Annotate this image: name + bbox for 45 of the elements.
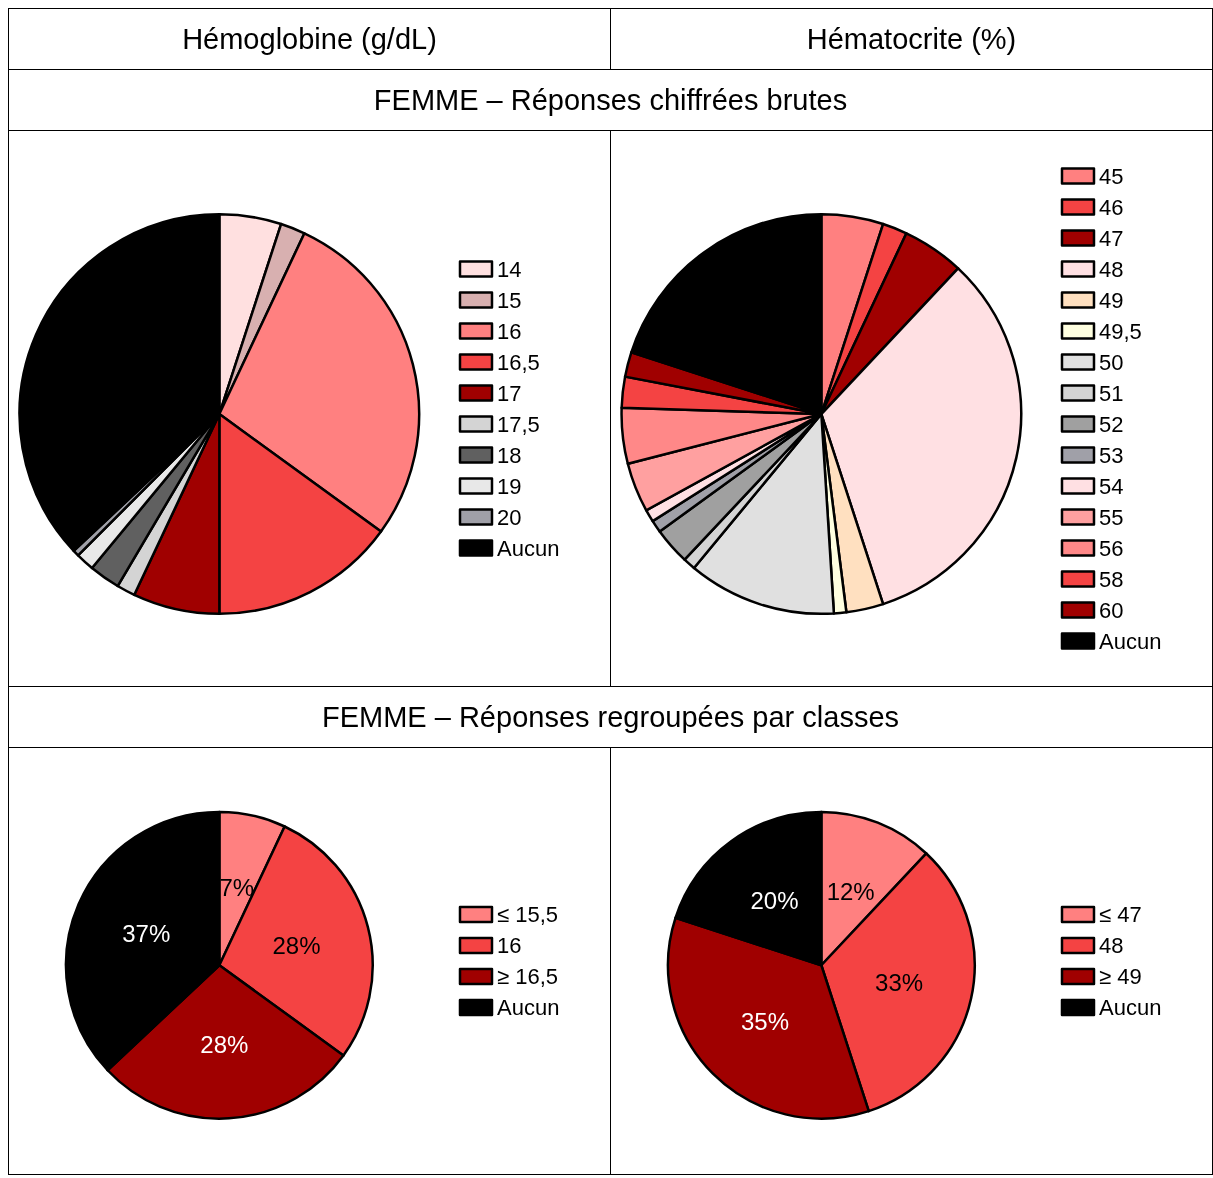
legend-label: 60 <box>1098 597 1124 623</box>
data-label: 28% <box>272 931 321 959</box>
legend-label: Aucun <box>1098 995 1162 1020</box>
data-label: 37% <box>122 920 171 948</box>
legend-label: 47 <box>1098 225 1124 251</box>
data-label: 20% <box>750 887 799 915</box>
data-label: 35% <box>740 1008 790 1036</box>
legend-label: 18 <box>496 442 522 468</box>
chart-title: Hémoglobine (g/dL) <box>8 8 611 70</box>
legend-label: 15 <box>496 287 522 313</box>
legend-label: 54 <box>1098 473 1124 499</box>
legend-label: 20 <box>496 504 522 530</box>
legend-label: 49 <box>1098 287 1124 313</box>
chart-subtitle: FEMME – Réponses chiffrées brutes <box>8 69 1213 131</box>
legend-label: 45 <box>1098 163 1124 189</box>
legend-label: ≤ 47 <box>1098 902 1142 927</box>
legend-label: 16,5 <box>496 349 540 375</box>
legend-label: 16 <box>496 318 522 344</box>
legend-label: 51 <box>1098 380 1124 406</box>
legend-label: ≥ 49 <box>1098 964 1142 989</box>
legend-label: 17 <box>496 380 522 406</box>
legend-label: 14 <box>496 256 522 282</box>
legend-label: Aucun <box>1098 628 1162 654</box>
legend-label: Aucun <box>496 535 560 561</box>
legend-label: 55 <box>1098 504 1124 530</box>
legend-label: 53 <box>1098 442 1124 468</box>
legend-label: 58 <box>1098 566 1124 592</box>
legend-label: 48 <box>1098 256 1124 282</box>
legend-label: 48 <box>1098 933 1124 958</box>
data-label: 28% <box>200 1031 249 1059</box>
legend-label: 46 <box>1098 194 1124 220</box>
legend-label: 16 <box>496 933 522 958</box>
legend-label: 52 <box>1098 411 1124 437</box>
legend-label: 17,5 <box>496 411 540 437</box>
legend-label: Aucun <box>496 995 560 1020</box>
legend-label: ≥ 16,5 <box>496 964 559 989</box>
legend-label: 50 <box>1098 349 1124 375</box>
chart-title: Hématocrite (%) <box>610 8 1213 70</box>
chart-subtitle: FEMME – Réponses regroupées par classes <box>8 686 1213 748</box>
legend-label: 19 <box>496 473 522 499</box>
data-label: 33% <box>875 969 924 997</box>
legend-label: 56 <box>1098 535 1124 561</box>
data-label: 12% <box>826 877 875 905</box>
legend-label: 49,5 <box>1098 318 1142 344</box>
legend-label: ≤ 15,5 <box>496 902 559 927</box>
